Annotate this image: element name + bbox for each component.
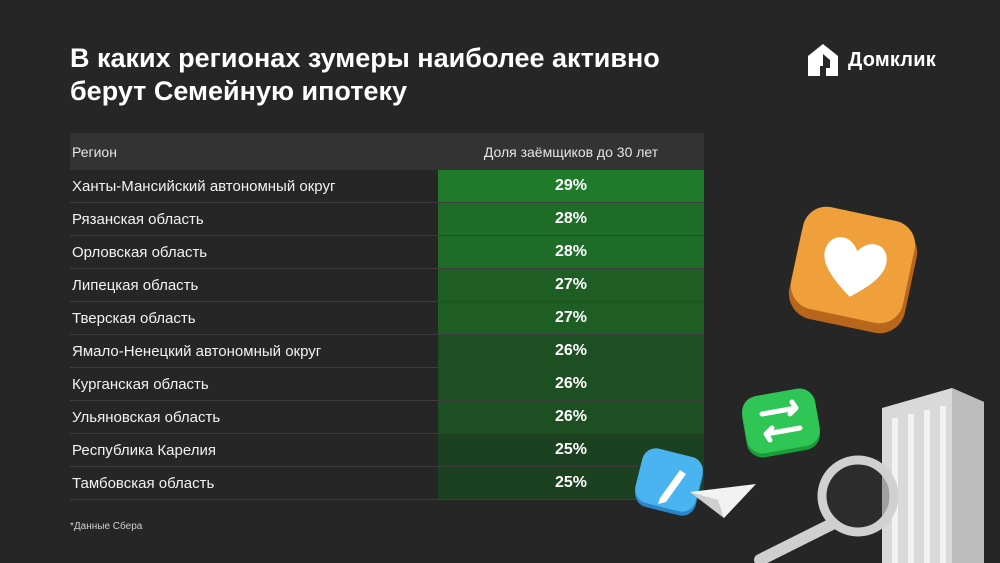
region-cell: Ульяновская область bbox=[72, 408, 221, 426]
table-row: Ханты-Мансийский автономный округ 29% bbox=[70, 170, 704, 203]
share-cell: 28% bbox=[438, 236, 704, 268]
pencil-icon bbox=[635, 448, 703, 516]
region-cell: Орловская область bbox=[72, 243, 208, 261]
region-cell: Липецкая область bbox=[72, 276, 199, 294]
region-cell: Тверская область bbox=[72, 309, 196, 327]
house-logo-icon bbox=[808, 44, 838, 76]
page-title-line-1: В каких регионах зумеры наиболее активно bbox=[70, 43, 660, 73]
table-row: Тверская область 27% bbox=[70, 302, 704, 335]
region-cell: Тамбовская область bbox=[72, 474, 215, 492]
column-header-share: Доля заёмщиков до 30 лет bbox=[483, 143, 659, 160]
region-cell: Курганская область bbox=[72, 375, 209, 393]
magnifier-icon bbox=[754, 455, 899, 563]
brand-name: Домклик bbox=[848, 48, 936, 71]
data-table: Регион Доля заёмщиков до 30 лет Ханты-Ма… bbox=[70, 133, 704, 500]
region-cell: Ямало-Ненецкий автономный округ bbox=[72, 342, 322, 360]
share-cell: 27% bbox=[438, 269, 704, 301]
table-row: Орловская область 28% bbox=[70, 236, 704, 269]
share-cell: 29% bbox=[438, 170, 704, 202]
share-cell: 26% bbox=[438, 335, 704, 367]
table-row: Ульяновская область 26% bbox=[70, 401, 704, 434]
table-row: Липецкая область 27% bbox=[70, 269, 704, 302]
brand-logo: Домклик bbox=[806, 40, 936, 80]
share-cell: 28% bbox=[438, 203, 704, 235]
share-cell: 26% bbox=[438, 368, 704, 400]
page-title: В каких регионах зумеры наиболее активно… bbox=[70, 42, 750, 108]
table-row: Республика Карелия 25% bbox=[70, 434, 704, 467]
table-row: Курганская область 26% bbox=[70, 368, 704, 401]
heart-icon bbox=[788, 206, 918, 334]
table-header: Регион Доля заёмщиков до 30 лет bbox=[70, 133, 704, 170]
region-cell: Ханты-Мансийский автономный округ bbox=[72, 177, 336, 195]
region-cell: Рязанская область bbox=[72, 210, 204, 228]
paper-plane-icon bbox=[690, 484, 756, 518]
table-row: Ямало-Ненецкий автономный округ 26% bbox=[70, 335, 704, 368]
column-header-region: Регион bbox=[72, 143, 117, 160]
table-row: Рязанская область 28% bbox=[70, 203, 704, 236]
share-cell: 26% bbox=[438, 401, 704, 433]
building-icon bbox=[882, 388, 984, 563]
region-cell: Республика Карелия bbox=[72, 441, 216, 459]
share-cell: 27% bbox=[438, 302, 704, 334]
swap-arrows-icon bbox=[742, 388, 820, 458]
table-row: Тамбовская область 25% bbox=[70, 467, 704, 500]
page-title-line-2: берут Семейную ипотеку bbox=[70, 76, 408, 106]
footnote: *Данные Сбера bbox=[70, 521, 143, 532]
table-body: Ханты-Мансийский автономный округ 29% Ряза… bbox=[70, 170, 704, 500]
